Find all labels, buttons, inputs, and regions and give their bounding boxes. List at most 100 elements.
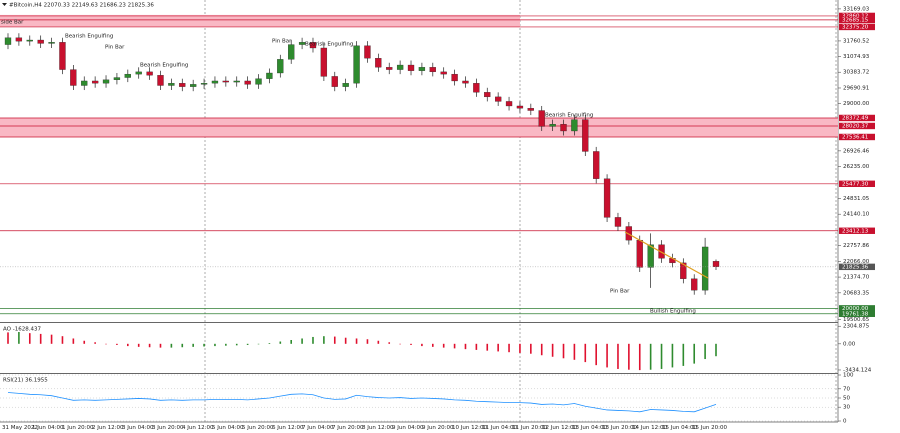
candle-body <box>484 92 491 98</box>
y-tick-label: 24140.10 <box>843 212 870 218</box>
candle-body <box>712 261 720 267</box>
level-label: 25477.30 <box>842 181 869 187</box>
y-tick-label: -3434.124 <box>843 367 872 373</box>
ao-bar <box>453 343 456 349</box>
y-tick-label: 0 <box>843 419 847 425</box>
candle-body <box>614 217 622 227</box>
rsi-line <box>7 392 717 413</box>
candle-body <box>571 119 578 132</box>
y-tick-label: 70 <box>843 386 850 392</box>
candle-body <box>331 76 338 87</box>
pattern-annotation: Bearish Engulfing <box>305 42 353 48</box>
chart-header: #Bitcoin,H4 22070.33 22149.63 21686.23 2… <box>9 3 154 9</box>
ao-bar <box>519 343 521 353</box>
ao-bar <box>28 333 31 344</box>
candle-body <box>538 110 545 127</box>
level-label: 32375.20 <box>842 24 869 30</box>
x-tick-label: 3 Jun 20:00 <box>152 425 184 431</box>
ao-bar <box>203 343 205 347</box>
candle-body <box>277 59 284 74</box>
candle-body <box>222 80 229 83</box>
candle-body <box>298 42 306 45</box>
candle-body <box>560 124 567 132</box>
ao-bar <box>573 343 576 360</box>
last-price-box <box>839 263 875 271</box>
pattern-annotation: Bullish Engulfing <box>650 309 696 315</box>
ao-bar <box>268 343 271 344</box>
ao-bar <box>39 333 42 344</box>
ao-bar <box>50 334 53 344</box>
ao-bar <box>432 343 434 347</box>
candle-body <box>320 47 328 77</box>
ao-bar <box>399 343 401 345</box>
candle-body <box>429 67 436 73</box>
candle-body <box>516 105 524 109</box>
candle-body <box>647 244 654 268</box>
ao-bar <box>116 343 118 345</box>
candle-body <box>505 101 513 107</box>
ao-bar <box>421 343 423 347</box>
ao-bar <box>606 343 608 368</box>
candle-body <box>15 37 23 42</box>
candle-body <box>386 67 393 70</box>
ao-bar <box>279 341 282 344</box>
level-label-box <box>839 16 875 24</box>
x-tick-label: 15 Jun 20:00 <box>692 425 727 431</box>
candle-body <box>81 80 88 86</box>
candle-body <box>342 83 349 87</box>
pattern-annotation: Pin Bar <box>610 289 630 295</box>
pattern-annotation: Bearish Engulfing <box>140 63 188 69</box>
level-label: 32685.15 <box>842 17 869 23</box>
level-label: 23412.13 <box>842 228 869 234</box>
pattern-annotation: side Bar <box>1 20 24 26</box>
ao-bar <box>72 338 75 344</box>
level-label: 28020.37 <box>842 123 869 129</box>
candle-body <box>680 262 687 279</box>
ao-bar <box>475 343 478 350</box>
ao-bar <box>671 343 674 368</box>
ao-bar <box>18 332 20 344</box>
ao-bar <box>159 343 162 348</box>
ao-bar <box>584 343 587 363</box>
x-tick-label: 1 Jun 04:00 <box>32 425 64 431</box>
ao-bar <box>715 343 717 357</box>
y-tick-label: 29000.00 <box>843 101 870 107</box>
ao-bar <box>442 343 445 348</box>
y-tick-label: 19500.65 <box>843 317 870 323</box>
candle-body <box>582 119 589 152</box>
ao-bar <box>7 332 9 344</box>
candle-body <box>309 42 317 49</box>
ao-bar <box>333 336 336 344</box>
candle-body <box>549 124 556 127</box>
candle-body <box>603 178 611 218</box>
ao-bar <box>377 340 380 344</box>
level-label-box <box>839 12 875 20</box>
x-tick-label: 13 Jun 20:00 <box>602 425 637 431</box>
last-price-label: 21825.36 <box>842 264 869 270</box>
supply-zone <box>0 117 838 137</box>
candle-body <box>473 83 480 93</box>
ao-bar <box>290 340 292 344</box>
ao-bar <box>170 343 173 348</box>
ao-bar <box>181 343 184 348</box>
candle-body <box>190 84 197 87</box>
ao-bar <box>312 336 314 344</box>
x-tick-label: 5 Jun 04:00 <box>212 425 244 431</box>
menu-arrow[interactable] <box>2 3 7 6</box>
x-tick-label: 11 Jun 20:00 <box>512 425 547 431</box>
candle-body <box>593 151 600 179</box>
candle-body <box>353 45 360 84</box>
candle-body <box>691 278 698 291</box>
ao-bar <box>540 343 543 356</box>
candle-body <box>157 75 164 86</box>
level-label-box <box>839 227 875 234</box>
level-label: 32860.12 <box>842 13 868 19</box>
ao-bar <box>225 343 227 346</box>
y-tick-label: 21374.70 <box>843 275 870 281</box>
ao-bar <box>464 343 467 350</box>
x-tick-label: 5 Jun 20:00 <box>242 425 274 431</box>
level-label: 28372.49 <box>842 115 869 121</box>
level-label: 19761.38 <box>842 311 869 317</box>
ao-bar <box>83 340 86 344</box>
